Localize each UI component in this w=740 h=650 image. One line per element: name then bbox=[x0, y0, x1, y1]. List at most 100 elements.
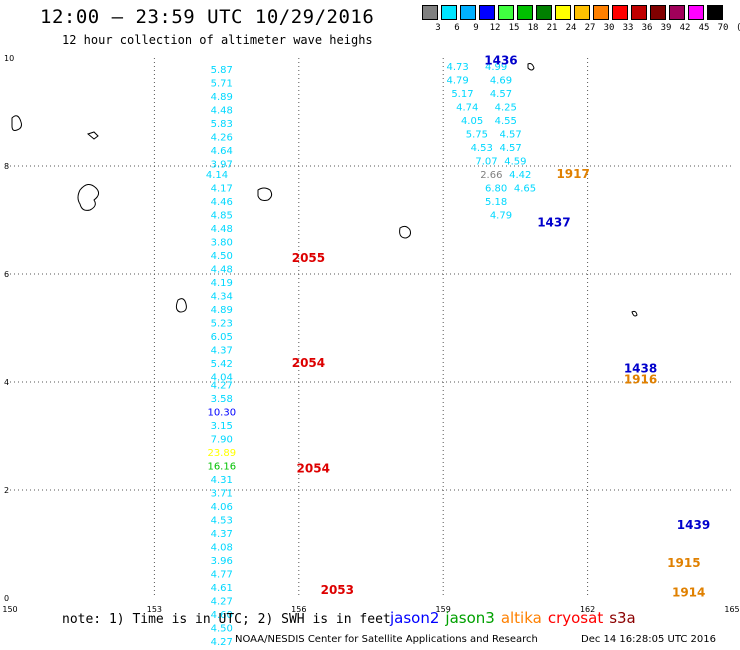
x-tick-label: 150 bbox=[2, 605, 17, 614]
wave-height-value: 4.57 bbox=[499, 143, 521, 154]
wave-height-value: 4.61 bbox=[211, 583, 233, 594]
pass-number-label: 1437 bbox=[537, 216, 570, 230]
wave-height-value: 4.25 bbox=[495, 103, 517, 114]
wave-height-value: 4.26 bbox=[211, 132, 233, 143]
color-swatch bbox=[688, 5, 704, 20]
wave-height-value: 4.64 bbox=[211, 146, 233, 157]
wave-height-value: 4.48 bbox=[211, 105, 233, 116]
wave-height-value: 4.89 bbox=[211, 92, 233, 103]
wave-height-value: 4.79 bbox=[490, 211, 512, 222]
y-tick-label: 0 bbox=[4, 594, 9, 603]
x-tick-label: 156 bbox=[291, 605, 306, 614]
satellite-legend: jason2 jason3 altika cryosat s3a bbox=[390, 609, 642, 627]
footnote: note: 1) Time is in UTC; 2) SWH is in fe… bbox=[62, 612, 391, 627]
wave-height-value: 4.53 bbox=[211, 516, 233, 527]
wave-height-value: 4.17 bbox=[211, 184, 233, 195]
wave-height-value: 5.71 bbox=[211, 78, 233, 89]
color-swatch bbox=[612, 5, 628, 20]
wave-height-value: 3.96 bbox=[211, 556, 233, 567]
wave-height-value: 4.50 bbox=[211, 624, 233, 635]
pass-number-label: 2054 bbox=[297, 461, 330, 475]
y-tick-label: 4 bbox=[4, 378, 9, 387]
color-swatch bbox=[460, 5, 476, 20]
island-outline bbox=[399, 225, 411, 239]
legend-entry-jason3: jason3 bbox=[445, 609, 495, 627]
color-swatch bbox=[422, 5, 438, 20]
island-outline bbox=[77, 184, 100, 211]
wave-height-value: 10.30 bbox=[207, 408, 236, 419]
wave-height-value: 4.57 bbox=[499, 130, 521, 141]
wave-height-value: 4.08 bbox=[211, 543, 233, 554]
color-swatch bbox=[574, 5, 590, 20]
pass-number-label: 1916 bbox=[624, 372, 657, 386]
wave-height-value: 23.89 bbox=[207, 448, 236, 459]
page-title: 12:00 — 23:59 UTC 10/29/2016 bbox=[40, 6, 375, 28]
wave-height-value: 7.90 bbox=[211, 435, 233, 446]
wave-height-value: 4.79 bbox=[447, 76, 469, 87]
y-tick-label: 2 bbox=[4, 486, 9, 495]
wave-height-value: 4.89 bbox=[211, 305, 233, 316]
wave-height-value: 7.07 bbox=[475, 157, 497, 168]
wave-height-value: 4.14 bbox=[206, 170, 228, 181]
pass-number-label: 2054 bbox=[292, 356, 325, 370]
color-swatch bbox=[650, 5, 666, 20]
y-tick-label: 10 bbox=[4, 54, 14, 63]
wave-height-value: 6.80 bbox=[485, 184, 507, 195]
wave-height-value: 4.48 bbox=[211, 224, 233, 235]
wave-height-value: 4.55 bbox=[495, 116, 517, 127]
color-scale-label: 33 bbox=[622, 23, 634, 33]
wave-height-value: 4.85 bbox=[211, 211, 233, 222]
x-tick-label: 165 bbox=[724, 605, 739, 614]
wave-height-value: 5.18 bbox=[485, 197, 507, 208]
wave-height-value: 4.50 bbox=[211, 251, 233, 262]
wave-height-value: 6.05 bbox=[211, 332, 233, 343]
color-scale-label: 70 bbox=[717, 23, 729, 33]
axis-ticks: 150 153 156 159 162 165 0 2 4 6 8 10 bbox=[2, 54, 739, 614]
color-swatch bbox=[441, 5, 457, 20]
grid-lines bbox=[10, 54, 732, 598]
x-tick-label: 159 bbox=[436, 605, 451, 614]
pass-number-label: 2055 bbox=[292, 251, 325, 265]
color-scale-label: (ft) bbox=[736, 23, 740, 33]
track-values: 5.87 5.71 4.89 4.48 5.83 4.26 4.64 3.974.14 4.17… bbox=[206, 62, 536, 648]
wave-height-value: 5.83 bbox=[211, 119, 233, 130]
credit-line: NOAA/NESDIS Center for Satellite Applica… bbox=[235, 634, 538, 645]
color-scale-label: 12 bbox=[489, 23, 501, 33]
wave-height-value: 4.46 bbox=[211, 197, 233, 208]
color-swatch bbox=[631, 5, 647, 20]
wave-height-value: 5.23 bbox=[211, 319, 233, 330]
legend-entry-altika: altika bbox=[500, 609, 542, 627]
color-scale-label: 24 bbox=[565, 23, 577, 33]
color-scale-label: 36 bbox=[641, 23, 653, 33]
wave-height-value: 4.73 bbox=[447, 62, 469, 73]
island-outline bbox=[631, 310, 638, 317]
wave-height-value: 4.42 bbox=[509, 170, 531, 181]
wave-height-value: 5.42 bbox=[211, 359, 233, 370]
wave-height-value: 4.27 bbox=[211, 381, 233, 392]
wave-height-value: 4.05 bbox=[461, 116, 483, 127]
wave-height-value: 5.87 bbox=[211, 65, 233, 76]
wave-height-value: 3.97 bbox=[211, 159, 233, 170]
color-scale-label: 42 bbox=[679, 23, 691, 33]
color-scale-label: 27 bbox=[584, 23, 596, 33]
wave-height-value: 4.69 bbox=[490, 76, 512, 87]
color-swatch bbox=[555, 5, 571, 20]
wave-height-value: 4.65 bbox=[514, 184, 536, 195]
wave-height-value: 4.74 bbox=[456, 103, 478, 114]
legend-entry-cryosat: cryosat bbox=[547, 609, 604, 627]
wave-height-value: 4.37 bbox=[211, 529, 233, 540]
color-scale-label: 15 bbox=[508, 23, 520, 33]
color-swatch bbox=[517, 5, 533, 20]
wave-height-value: 4.27 bbox=[211, 637, 233, 648]
wave-height-value: 3.71 bbox=[211, 489, 233, 500]
timestamp: Dec 14 16:28:05 UTC 2016 bbox=[581, 634, 716, 645]
color-swatch bbox=[593, 5, 609, 20]
wave-height-value: 3.80 bbox=[211, 238, 233, 249]
wave-height-value: 5.17 bbox=[451, 89, 473, 100]
pass-number-label: 1915 bbox=[667, 556, 700, 570]
color-scale-label: 21 bbox=[546, 23, 558, 33]
color-swatch bbox=[669, 5, 685, 20]
plot-frame bbox=[10, 54, 732, 598]
